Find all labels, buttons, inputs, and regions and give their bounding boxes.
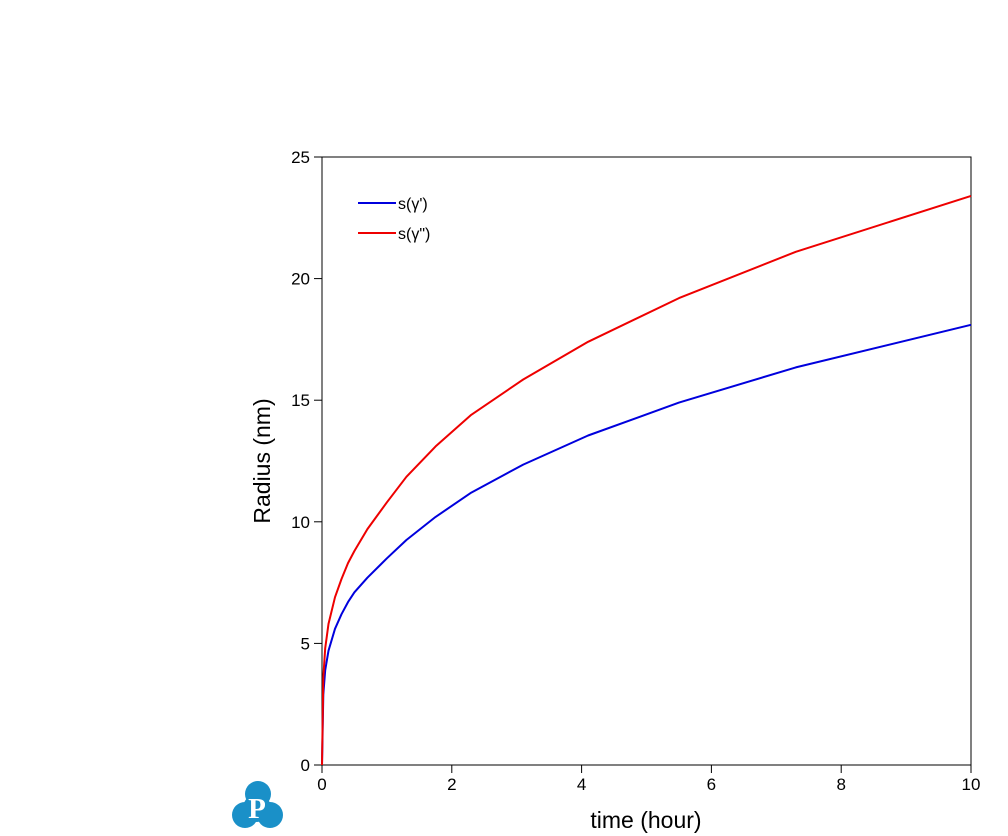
logo-blob-center (243, 794, 271, 822)
x-tick-label: 2 (447, 775, 456, 794)
x-axis-title: time (hour) (590, 807, 701, 833)
x-tick-label: 6 (707, 775, 716, 794)
y-axis-ticks: 0 5 10 15 20 25 (291, 148, 322, 775)
x-tick-label: 10 (962, 775, 981, 794)
x-tick-label: 8 (836, 775, 845, 794)
brand-logo: P (232, 781, 283, 828)
series-line-1 (321, 323, 972, 766)
legend: s(γ') s(γ") (358, 196, 430, 243)
logo-letter: P (248, 793, 266, 825)
x-axis-ticks: 0 2 4 6 8 10 (317, 765, 980, 794)
y-tick-label: 20 (291, 270, 310, 289)
series-layer (321, 194, 972, 766)
plot-frame (321, 156, 972, 766)
y-tick-label: 10 (291, 513, 310, 532)
legend-label-2: s(γ") (398, 226, 430, 243)
y-tick-label: 15 (291, 391, 310, 410)
y-tick-label: 0 (301, 756, 310, 775)
y-axis-title: Radius (nm) (249, 398, 275, 523)
legend-label-1: s(γ') (398, 196, 428, 213)
x-tick-label: 4 (577, 775, 586, 794)
y-tick-label: 25 (291, 148, 310, 167)
x-tick-label: 0 (317, 775, 326, 794)
y-tick-label: 5 (301, 634, 310, 653)
series-line-2 (321, 194, 972, 766)
